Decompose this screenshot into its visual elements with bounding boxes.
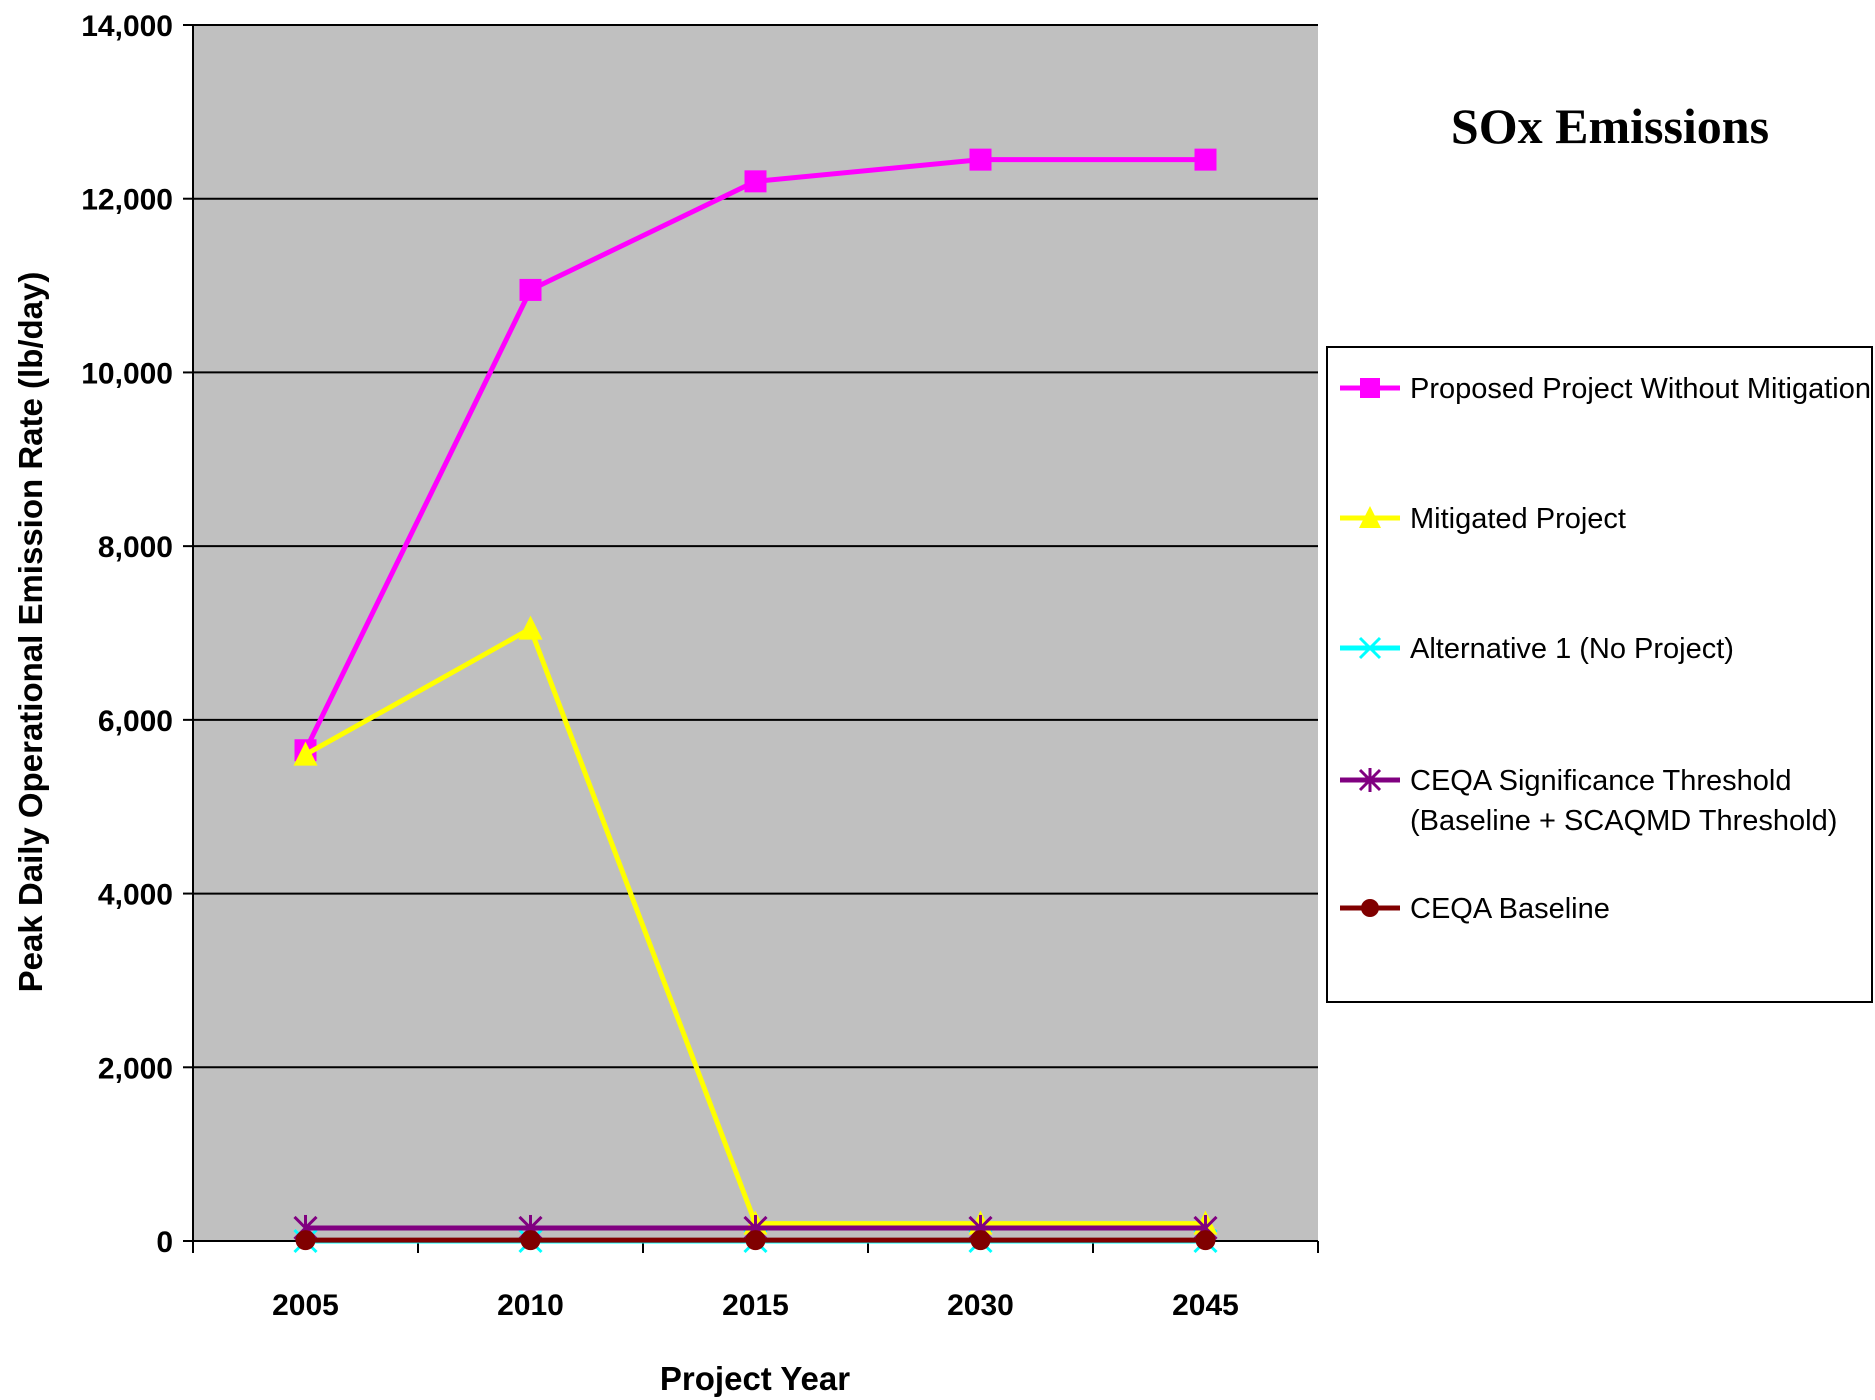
x-tick-label: 2005	[272, 1289, 339, 1322]
legend-item: CEQA Baseline	[1340, 893, 1610, 925]
square-marker	[1194, 148, 1217, 171]
y-tick-label: 2,000	[98, 1052, 173, 1085]
y-tick-label: 4,000	[98, 879, 173, 912]
y-tick-label: 6,000	[98, 705, 173, 738]
legend-item: Proposed Project Without Mitigation	[1340, 373, 1871, 405]
legend-label: Alternative 1 (No Project)	[1410, 633, 1734, 665]
legend: Proposed Project Without Mitigation Mitig…	[1326, 346, 1873, 1003]
legend-label: CEQA Baseline	[1410, 893, 1610, 925]
y-tick-label: 8,000	[98, 531, 173, 564]
square-marker	[519, 278, 542, 301]
triangle-marker	[1359, 506, 1381, 528]
legend-item: Alternative 1 (No Project)	[1340, 633, 1734, 665]
legend-item: Mitigated Project	[1340, 503, 1626, 535]
x-tick-label: 2015	[722, 1289, 789, 1322]
star-marker	[1358, 768, 1382, 792]
series-group	[293, 148, 1218, 1254]
series-ceqa-baseline	[295, 1230, 1216, 1251]
circle-marker	[295, 1230, 316, 1251]
legend-label: CEQA Significance Threshold	[1410, 765, 1792, 797]
y-tick-label: 14,000	[81, 10, 173, 43]
square-marker	[1360, 378, 1380, 398]
circle-marker	[970, 1230, 991, 1251]
y-axis-title: Peak Daily Operational Emission Rate (lb…	[12, 272, 49, 993]
y-tick-label: 12,000	[81, 184, 173, 217]
x-tick-label: 2010	[497, 1289, 564, 1322]
y-tick-labels: 0 2,000 4,000 6,000 8,000 10,000 12,000 14,000	[81, 10, 173, 1259]
x-tick-label: 2030	[947, 1289, 1014, 1322]
square-marker	[969, 148, 992, 171]
legend-label-line2: (Baseline + SCAQMD Threshold)	[1410, 805, 1837, 837]
gridlines	[193, 24, 1318, 1069]
legend-item: CEQA Significance Threshold (Baseline + S…	[1340, 765, 1837, 837]
circle-marker	[745, 1230, 766, 1251]
y-tick-label: 0	[156, 1226, 173, 1259]
x-tick-labels: 2005 2010 2015 2030 2045	[272, 1289, 1239, 1322]
circle-marker	[1195, 1230, 1216, 1251]
x-tick-label: 2045	[1172, 1289, 1239, 1322]
circle-marker	[1361, 899, 1379, 917]
x-marker-stroke	[1358, 636, 1382, 660]
circle-marker	[520, 1230, 541, 1251]
legend-box	[1326, 346, 1873, 1003]
plot-area	[193, 25, 1318, 1241]
triangle-marker	[518, 615, 543, 640]
series-proposed-project-without-mitigation	[294, 148, 1217, 762]
legend-label: Proposed Project Without Mitigation	[1410, 373, 1871, 405]
x-axis-title: Project Year	[660, 1360, 850, 1397]
y-tick-label: 10,000	[81, 357, 173, 390]
square-marker	[744, 170, 767, 193]
chart-title: SOx Emissions	[1451, 98, 1769, 154]
x-marker	[1358, 636, 1382, 660]
legend-label: Mitigated Project	[1410, 503, 1626, 535]
triangle-marker	[293, 741, 318, 766]
